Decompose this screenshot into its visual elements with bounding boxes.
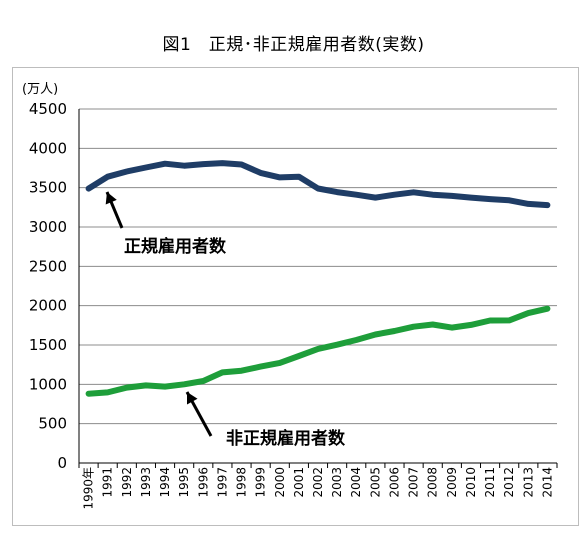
data-point <box>507 318 511 322</box>
x-tick-label: 1992 <box>120 467 134 498</box>
x-tick-label: 1993 <box>139 467 153 498</box>
regular-arrow-head <box>105 192 117 205</box>
data-point <box>488 318 492 322</box>
data-point <box>278 361 282 365</box>
data-point <box>450 194 454 198</box>
x-tick-label: 2004 <box>349 467 363 498</box>
data-point <box>469 196 473 200</box>
data-point <box>259 365 263 369</box>
y-tick-label: 1500 <box>29 336 67 354</box>
x-tick-label: 2002 <box>311 467 325 498</box>
data-point <box>240 369 244 373</box>
data-point <box>412 325 416 329</box>
data-point <box>412 190 416 194</box>
x-tick-label: 1996 <box>196 467 210 498</box>
data-point <box>240 163 244 167</box>
data-point <box>316 187 320 191</box>
x-tick-label: 2003 <box>330 467 344 498</box>
data-point <box>87 392 91 396</box>
x-tick-label: 2013 <box>521 467 535 498</box>
data-point <box>163 162 167 166</box>
data-point <box>125 386 129 390</box>
data-point <box>278 175 282 179</box>
data-point <box>526 311 530 315</box>
x-tick-label: 2010 <box>464 467 478 498</box>
data-point <box>106 390 110 394</box>
y-tick-label: 3500 <box>29 179 67 197</box>
x-tick-label: 2009 <box>445 467 459 498</box>
x-tick-label: 1990年 <box>82 467 96 510</box>
y-tick-label: 2000 <box>29 297 67 315</box>
data-point <box>431 193 435 197</box>
data-point <box>144 166 148 170</box>
x-tick-label: 1991 <box>101 467 115 498</box>
y-tick-label: 500 <box>38 415 67 433</box>
y-unit-label: (万人) <box>22 82 58 97</box>
chart-frame <box>12 67 579 526</box>
data-point <box>144 383 148 387</box>
x-tick-label: 1994 <box>158 467 172 498</box>
y-tick-label: 3000 <box>29 218 67 236</box>
data-point <box>450 326 454 330</box>
x-tick-label: 2008 <box>426 467 440 498</box>
x-tick-label: 2012 <box>502 467 516 498</box>
x-tick-label: 1997 <box>215 467 229 498</box>
data-point <box>259 171 263 175</box>
data-point <box>354 338 358 342</box>
data-point <box>545 203 549 207</box>
x-tick-label: 2011 <box>483 467 497 498</box>
nonregular-arrow-head <box>187 392 198 405</box>
data-point <box>335 190 339 194</box>
data-point <box>201 162 205 166</box>
x-tick-label: 1999 <box>254 467 268 498</box>
data-point <box>373 333 377 337</box>
data-point <box>354 193 358 197</box>
data-point <box>469 323 473 327</box>
x-tick-label: 2001 <box>292 467 306 498</box>
data-point <box>488 197 492 201</box>
data-point <box>431 323 435 327</box>
data-point <box>545 307 549 311</box>
data-point <box>220 370 224 374</box>
y-tick-label: 0 <box>57 454 67 472</box>
data-point <box>526 202 530 206</box>
data-point <box>182 164 186 168</box>
data-point <box>392 193 396 197</box>
data-point <box>335 343 339 347</box>
data-point <box>106 175 110 179</box>
x-tick-label: 1998 <box>235 467 249 498</box>
series-label-regular: 正規雇用者数 <box>124 236 227 257</box>
data-point <box>392 329 396 333</box>
data-point <box>297 175 301 179</box>
data-point <box>373 196 377 200</box>
x-tick-label: 2006 <box>387 467 401 498</box>
data-point <box>182 382 186 386</box>
y-tick-label: 4500 <box>29 100 67 118</box>
x-tick-label: 1995 <box>177 467 191 498</box>
y-tick-label: 2500 <box>29 257 67 275</box>
x-tick-label: 2005 <box>368 467 382 498</box>
series-line-nonregular <box>85 305 551 397</box>
data-point <box>297 354 301 358</box>
series-label-nonregular: 非正規雇用者数 <box>226 428 346 449</box>
chart-title: 図1 正規･非正規雇用者数(実数) <box>162 35 425 55</box>
y-tick-label: 1000 <box>29 375 67 393</box>
x-tick-label: 2000 <box>273 467 287 498</box>
x-tick-label: 2007 <box>407 467 421 498</box>
data-point <box>125 170 129 174</box>
data-point <box>163 385 167 389</box>
data-point <box>316 347 320 351</box>
x-tick-label: 2014 <box>540 467 554 498</box>
data-point <box>220 161 224 165</box>
y-tick-label: 4000 <box>29 139 67 157</box>
data-point <box>201 379 205 383</box>
series-line-regular <box>85 160 551 209</box>
data-point <box>507 198 511 202</box>
data-point <box>87 187 91 191</box>
